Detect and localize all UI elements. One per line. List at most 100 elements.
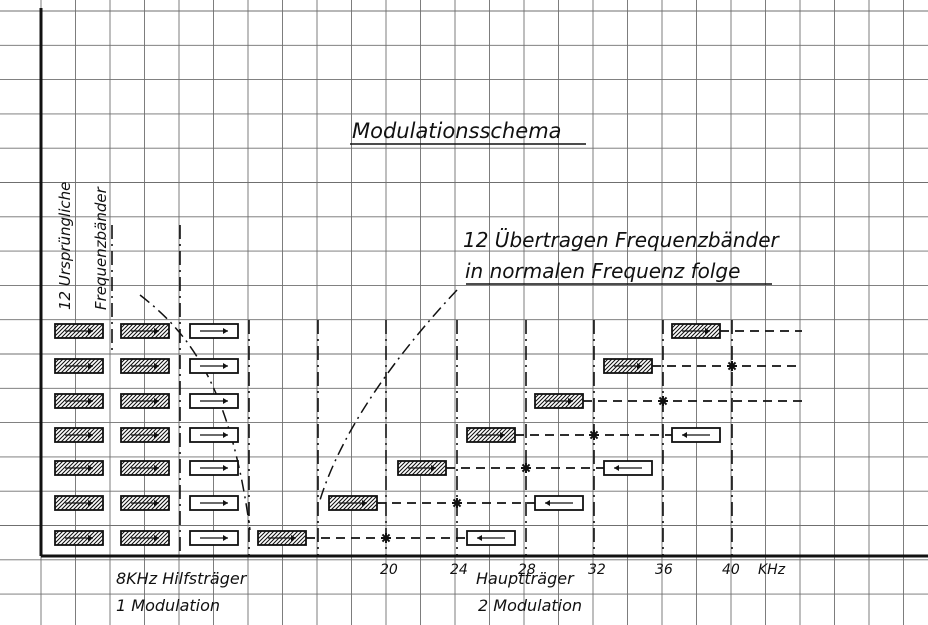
band-arrow-head <box>431 465 436 471</box>
band-arrow-head <box>154 432 159 438</box>
outlined-band <box>189 495 239 511</box>
hatch-stroke <box>671 323 677 329</box>
hatched-band <box>54 393 104 409</box>
hatched-band <box>120 530 170 546</box>
second-modulation-label: 2 Modulation <box>478 596 582 615</box>
hatch-stroke <box>88 427 104 443</box>
hatch-stroke <box>100 405 104 409</box>
band-arrow-head <box>614 465 619 471</box>
carrier-star-marker <box>452 498 462 508</box>
hatch-stroke <box>374 507 378 511</box>
hatch-stroke <box>605 358 621 374</box>
hatch-stroke <box>56 358 72 374</box>
band-arrow-head <box>223 432 228 438</box>
hatch-stroke <box>158 499 170 511</box>
hatched-band <box>54 460 104 476</box>
band-arrow-head <box>362 500 367 506</box>
hatch-stroke <box>100 370 104 374</box>
band-arrow-head <box>88 363 93 369</box>
hatch-stroke <box>534 393 548 407</box>
outlined-band <box>189 323 239 339</box>
band-divider-lines <box>111 225 733 556</box>
band-arrow-head <box>154 535 159 541</box>
axis-tick-20: 20 <box>380 562 398 578</box>
band-arrow-head <box>223 398 228 404</box>
band-arrow-head <box>154 500 159 506</box>
axis-tick-24: 24 <box>450 562 468 578</box>
hatch-stroke <box>154 495 170 511</box>
hatch-stroke <box>162 366 170 374</box>
axis-tick-32: 32 <box>588 562 606 578</box>
hatch-stroke <box>96 503 104 511</box>
band-arrow-head <box>545 500 550 506</box>
hatch-stroke <box>120 393 130 403</box>
hatch-stroke <box>96 331 104 339</box>
hatch-stroke <box>154 323 170 339</box>
hatched-band <box>54 530 104 546</box>
hatch-stroke <box>120 530 130 540</box>
hatch-stroke <box>328 495 342 509</box>
hatch-stroke <box>54 323 60 329</box>
hatch-stroke <box>508 435 516 443</box>
band-arrow-head <box>223 535 228 541</box>
hatch-stroke <box>709 327 721 339</box>
hatch-stroke <box>54 393 64 403</box>
star-stroke <box>521 463 531 473</box>
band-arrow-head <box>154 465 159 471</box>
hatch-stroke <box>166 335 170 339</box>
hatched-band <box>257 530 307 546</box>
band-arrow-head <box>223 328 228 334</box>
hatch-stroke <box>162 538 170 546</box>
band-arrow-head <box>88 535 93 541</box>
hatch-stroke <box>397 460 403 466</box>
hatch-stroke <box>576 401 584 409</box>
hatch-stroke <box>120 427 130 437</box>
hatch-stroke <box>259 530 275 546</box>
hatch-stroke <box>166 507 170 511</box>
hatch-stroke <box>100 472 104 476</box>
hatched-band <box>534 393 584 409</box>
hatch-stroke <box>673 323 689 339</box>
hatch-stroke <box>671 323 681 333</box>
hatch-stroke <box>120 495 130 505</box>
band-arrow-head <box>568 398 573 404</box>
band-arrow-head <box>705 328 710 334</box>
hatch-stroke <box>162 331 170 339</box>
band-arrow-head <box>154 398 159 404</box>
carrier-markers <box>381 361 737 543</box>
hatch-stroke <box>536 393 552 409</box>
hatch-stroke <box>328 495 338 505</box>
hatch-stroke <box>603 358 617 372</box>
hatch-stroke <box>295 534 307 546</box>
outlined-band <box>534 495 584 511</box>
carrier-star-marker <box>589 430 599 440</box>
hatched-band <box>120 358 170 374</box>
hatch-stroke <box>154 393 170 409</box>
hatch-stroke <box>54 460 64 470</box>
hatch-stroke <box>466 427 480 441</box>
hatch-stroke <box>96 435 104 443</box>
main-carrier-label: Hauptträger <box>476 569 575 588</box>
hatch-stroke <box>54 358 64 368</box>
hatch-stroke <box>330 495 346 511</box>
frequency-bands <box>54 323 721 546</box>
band-arrow-head <box>88 328 93 334</box>
hatch-stroke <box>120 530 134 544</box>
band-arrow-head <box>477 535 482 541</box>
hatch-stroke <box>100 507 104 511</box>
hatched-band <box>54 427 104 443</box>
hatched-band <box>466 427 516 443</box>
hatch-stroke <box>120 460 126 466</box>
hatch-stroke <box>88 323 104 339</box>
hatch-stroke <box>299 538 307 546</box>
hatch-stroke <box>54 460 60 466</box>
hatch-stroke <box>56 427 72 443</box>
band-arrow-head <box>154 328 159 334</box>
hatch-stroke <box>92 327 104 339</box>
hatch-stroke <box>120 427 126 433</box>
hatch-stroke <box>162 468 170 476</box>
hatch-stroke <box>88 358 104 374</box>
star-stroke <box>658 396 668 406</box>
hatch-stroke <box>122 495 138 511</box>
